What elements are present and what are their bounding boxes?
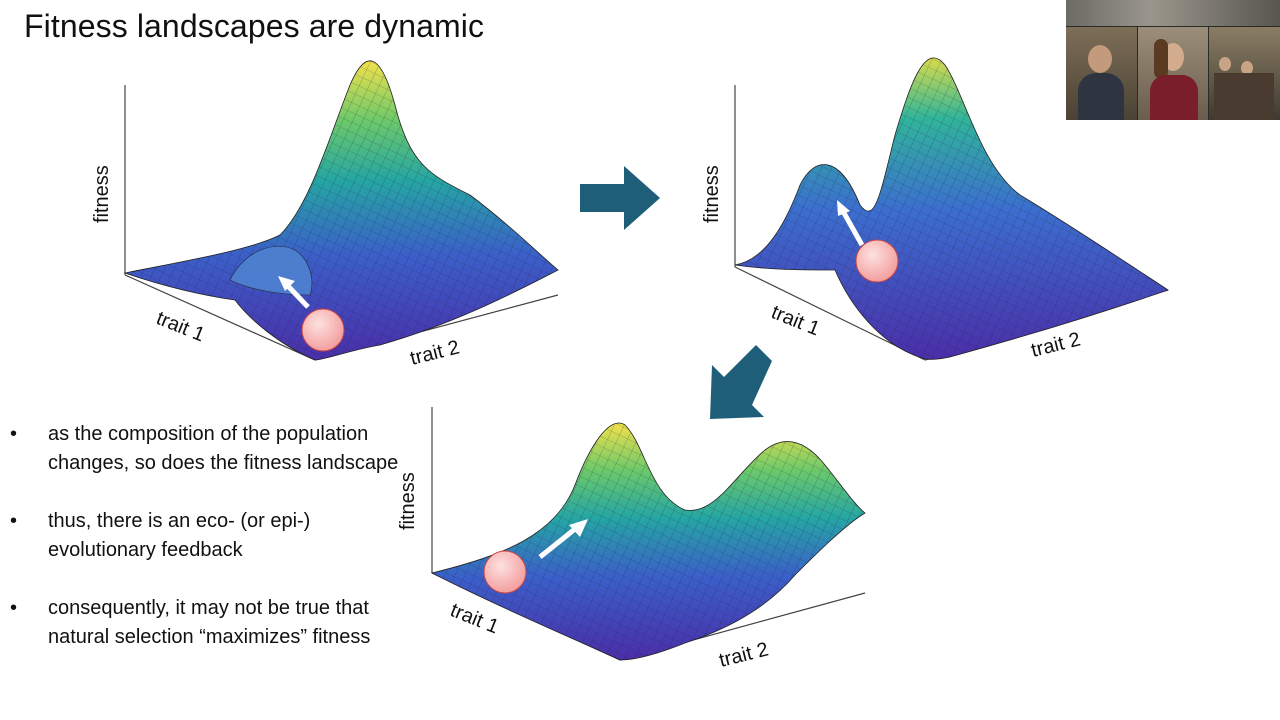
slide-title: Fitness landscapes are dynamic [24, 8, 485, 44]
fitness-landscape-plot-3: fitness trait 1 trait 2 [385, 405, 885, 705]
bullet-item: • as the composition of the population c… [10, 420, 410, 478]
x-axis-label-trait1: trait 1 [153, 307, 208, 346]
participant-video-1[interactable] [1066, 27, 1137, 120]
fitness-landscape-plot-2: fitness trait 1 trait 2 [690, 45, 1190, 375]
video-call-thumbnail[interactable] [1066, 0, 1280, 120]
x-axis-label-trait1: trait 1 [768, 301, 823, 340]
x-axis-label-trait2: trait 2 [408, 336, 462, 369]
bullet-item: • consequently, it may not be true that … [10, 594, 410, 652]
selection-arrow [285, 283, 310, 309]
bullet-marker: • [10, 597, 18, 619]
selection-arrow [538, 527, 577, 559]
room-camera-strip [1066, 0, 1280, 26]
population-ball [483, 550, 527, 594]
bullet-item: • thus, there is an eco- (or epi-) evolu… [10, 507, 410, 565]
participant-video-2[interactable] [1138, 27, 1208, 120]
bullet-marker: • [10, 510, 18, 532]
bullet-list: • as the composition of the population c… [10, 420, 410, 681]
y-axis-label: fitness [91, 165, 113, 223]
bullet-text: as the composition of the population cha… [48, 423, 399, 474]
x-axis-label-trait2: trait 2 [717, 638, 771, 671]
y-axis-label: fitness [701, 165, 723, 223]
population-ball [855, 239, 899, 283]
bullet-text: thus, there is an eco- (or epi-) evoluti… [48, 510, 311, 561]
fitness-landscape-plot-1: fitness trait 1 trait 2 [80, 45, 580, 375]
participant-video-3[interactable] [1209, 27, 1280, 120]
bullet-marker: • [10, 423, 18, 445]
x-axis-label-trait1: trait 1 [447, 599, 502, 638]
transition-arrow-right [580, 166, 660, 230]
x-axis-label-trait2: trait 2 [1029, 328, 1083, 361]
selection-arrow [841, 211, 865, 247]
population-ball [301, 308, 345, 352]
transition-arrow-down-left [710, 345, 772, 419]
bullet-text: consequently, it may not be true that na… [48, 597, 371, 648]
y-axis-label: fitness [397, 472, 419, 530]
